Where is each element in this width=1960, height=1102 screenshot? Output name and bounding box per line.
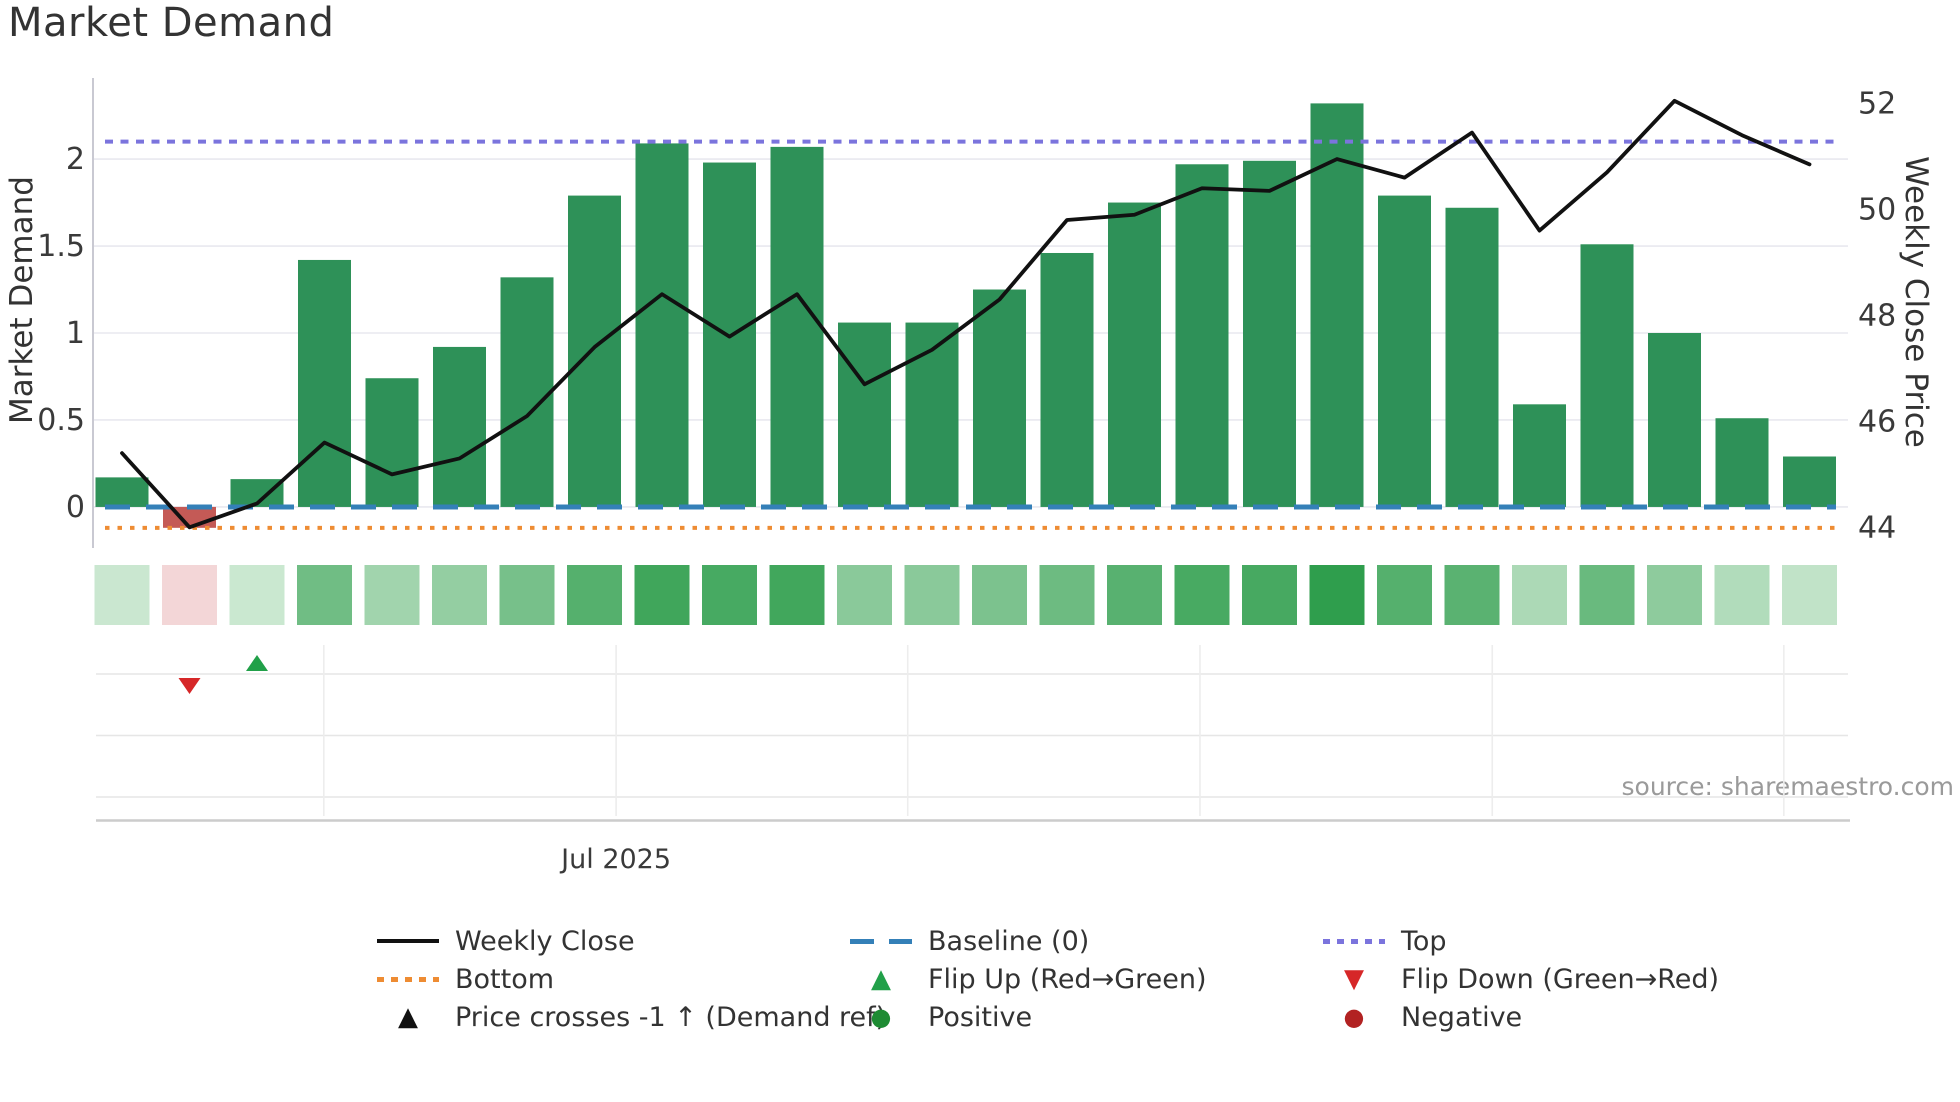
demand-bar: [770, 146, 824, 507]
heatmap-cell: [229, 565, 285, 625]
flip-down-marker: [178, 678, 201, 694]
legend-label: Baseline (0): [928, 925, 1090, 957]
page-title: Market Demand: [8, 0, 335, 46]
demand-bar: [298, 259, 351, 507]
heatmap-cell: [297, 565, 352, 625]
legend-label: Flip Down (Green→Red): [1401, 963, 1720, 995]
heatmap-cell: [1782, 565, 1837, 625]
demand-bar: [1108, 202, 1161, 507]
demand-bar: [1175, 164, 1229, 507]
heatmap-cell: [1107, 565, 1162, 625]
heatmap-cell: [94, 565, 150, 625]
heatmap-cell: [1579, 565, 1635, 625]
legend-item-positive: ● Positive: [850, 1001, 1033, 1033]
heatmap-cell: [499, 565, 555, 625]
legend-label: Positive: [928, 1001, 1033, 1033]
legend-label: Price crosses -1 ↑ (Demand ref): [455, 1001, 887, 1033]
black-triangle-up-icon: ▲: [398, 1002, 418, 1032]
dark-red-circle-icon: ●: [1343, 1003, 1365, 1031]
flip-up-marker: [246, 655, 268, 671]
legend-item-weekly-close: Weekly Close: [377, 925, 635, 957]
left-tick-label: 1.5: [37, 229, 85, 264]
demand-bar: [365, 378, 419, 507]
demand-bar: [1445, 207, 1499, 507]
bottom-dotted-swatch-icon: [377, 976, 439, 982]
demand-bar: [500, 277, 554, 507]
heatmap-cell: [904, 565, 960, 625]
heatmap-cell: [972, 565, 1027, 625]
left-tick-label: 1: [66, 316, 85, 351]
heatmap-cell: [769, 565, 825, 625]
heatmap-cell: [1714, 565, 1770, 625]
demand-bar: [973, 289, 1026, 507]
right-tick-label: 44: [1858, 510, 1896, 545]
heatmap-cell: [1309, 565, 1365, 625]
legend-item-negative: ● Negative: [1323, 1001, 1523, 1033]
legend-label: Bottom: [455, 963, 555, 995]
heatmap-cell: [837, 565, 892, 625]
legend-label: Negative: [1401, 1001, 1523, 1033]
heatmap-cell: [702, 565, 757, 625]
green-circle-icon: ●: [870, 1003, 892, 1031]
weekly-close-line: [120, 98, 1812, 530]
demand-bar: [1513, 404, 1566, 507]
heatmap-cell: [432, 565, 487, 625]
demand-bar: [838, 322, 891, 507]
legend-item-top: Top: [1323, 925, 1447, 957]
right-tick-label: 52: [1858, 86, 1896, 121]
demand-bar: [905, 322, 959, 507]
source-note: source: sharemaestro.com: [1621, 772, 1955, 801]
green-triangle-up-icon: ▲: [871, 964, 891, 994]
demand-bar: [1310, 103, 1364, 507]
x-tick-label: Jul 2025: [559, 844, 671, 875]
heatmap-cell: [1377, 565, 1432, 625]
demand-bar: [635, 143, 689, 507]
heatmap-cell: [1242, 565, 1297, 625]
right-tick-label: 48: [1858, 298, 1896, 333]
heatmap-cell: [162, 565, 217, 625]
left-tick-label: 0: [66, 490, 85, 525]
heatmap-cell: [1039, 565, 1095, 625]
baseline-dashed-swatch-icon: [850, 938, 912, 944]
weekly-close-line-swatch-icon: [377, 939, 439, 943]
legend-label: Flip Up (Red→Green): [928, 963, 1207, 995]
demand-bar: [433, 346, 486, 507]
legend-item-flip-down: ▼ Flip Down (Green→Red): [1323, 963, 1719, 995]
legend-label: Weekly Close: [455, 925, 635, 957]
left-tick-label: 2: [66, 142, 85, 177]
right-tick-label: 46: [1858, 404, 1896, 439]
heatmap-cell: [364, 565, 420, 625]
heatmap-cell: [634, 565, 690, 625]
demand-bar: [1378, 195, 1431, 507]
demand-bar: [568, 195, 621, 507]
heatmap-cell: [1174, 565, 1230, 625]
heatmap-cell: [1512, 565, 1567, 625]
legend-item-price-crosses: ▲ Price crosses -1 ↑ (Demand ref): [377, 1001, 886, 1033]
demand-bar: [95, 477, 149, 507]
demand-bar: [1648, 333, 1701, 507]
legend-item-baseline: Baseline (0): [850, 925, 1089, 957]
heatmap-cell: [1647, 565, 1702, 625]
left-tick-label: 0.5: [37, 403, 85, 438]
demand-bar: [1580, 244, 1634, 507]
demand-bar: [1783, 456, 1836, 507]
demand-bar: [1715, 418, 1769, 507]
legend-item-flip-up: ▲ Flip Up (Red→Green): [850, 963, 1207, 995]
demand-bar: [1243, 160, 1296, 507]
heatmap-cell: [567, 565, 622, 625]
legend-item-bottom: Bottom: [377, 963, 554, 995]
right-tick-label: 50: [1858, 192, 1896, 227]
top-dotted-swatch-icon: [1323, 938, 1385, 944]
legend-label: Top: [1401, 925, 1447, 957]
heatmap-cell: [1444, 565, 1500, 625]
demand-bar: [1040, 252, 1094, 507]
red-triangle-down-icon: ▼: [1344, 964, 1364, 994]
